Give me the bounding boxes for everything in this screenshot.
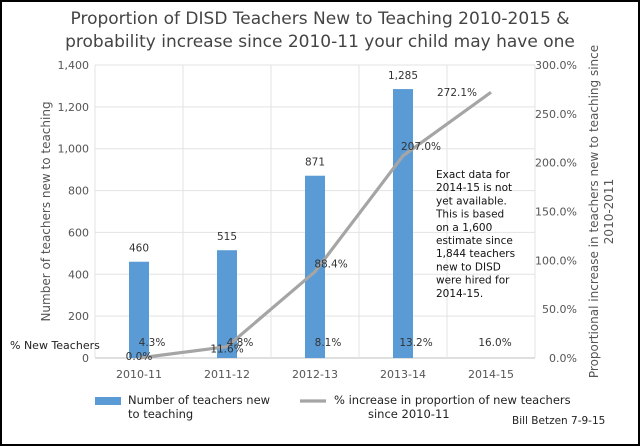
y-left-tick-label: 800 xyxy=(68,185,89,198)
title-line: Proportion of DISD Teachers New to Teach… xyxy=(71,9,570,29)
legend-bar-label: Number of teachers new xyxy=(128,393,270,407)
y-left-tick-label: 0 xyxy=(82,352,89,365)
annotation-line: were hired for xyxy=(436,275,510,287)
x-tick-label: 2010-11 xyxy=(116,368,162,381)
line-value-label: 0.0% xyxy=(126,351,153,363)
pct-new-teachers-value: 16.0% xyxy=(478,337,511,349)
annotation-line: 2014-15 is not xyxy=(436,182,512,194)
y-left-axis-label: Number of teachers new to teaching xyxy=(39,101,53,321)
y-axis-left-ticks: 0 200 400 600 800 1,000 1,200 1,400 xyxy=(58,59,90,365)
annotation-line: new to DISD xyxy=(436,261,501,273)
annotation-line: 1,844 teachers xyxy=(436,248,515,260)
chart-title: Proportion of DISD Teachers New to Teach… xyxy=(65,9,575,52)
data-labels: 460 515 871 1,285 0.0% 11.6% 88.4% 207.0% 272.1%… xyxy=(10,70,512,363)
pct-new-teachers-value: 13.2% xyxy=(399,337,432,349)
y-left-tick-label: 1,200 xyxy=(58,101,90,114)
x-tick-label: 2011-12 xyxy=(204,368,250,381)
line-value-label: 88.4% xyxy=(314,259,347,271)
pct-new-teachers-value: 4.8% xyxy=(227,337,254,349)
legend-line-label: % increase in proportion of new teachers xyxy=(334,393,571,407)
line-value-label: 207.0% xyxy=(401,141,441,153)
y-left-tick-label: 400 xyxy=(68,268,89,281)
line-series xyxy=(138,90,492,360)
y-axis-right-ticks: 0.0% 50.0% 100.0% 150.0% 200.0% 250.0% 300.0% xyxy=(535,59,577,365)
pct-new-teachers-value: 4.3% xyxy=(139,337,166,349)
x-tick-label: 2013-14 xyxy=(380,368,426,381)
annotation-line: This is based xyxy=(435,209,504,221)
annotation-line: 2014-15. xyxy=(436,288,483,300)
legend-line-label: since 2010-11 xyxy=(368,407,450,421)
legend-bar-label: to teaching xyxy=(128,407,193,421)
annotation-line: on a 1,600 xyxy=(436,222,492,234)
y-right-tick-label: 200.0% xyxy=(535,157,577,170)
legend-bar-swatch xyxy=(95,397,121,405)
bar xyxy=(129,261,149,358)
x-tick-label: 2014-15 xyxy=(468,368,514,381)
bar-value-label: 871 xyxy=(305,157,325,169)
line-value-label: 272.1% xyxy=(437,87,477,99)
y-right-tick-label: 300.0% xyxy=(535,59,577,72)
bar-value-label: 1,285 xyxy=(388,70,418,82)
y-right-tick-label: 100.0% xyxy=(535,254,577,267)
y-left-tick-label: 200 xyxy=(68,310,89,323)
bar-value-label: 515 xyxy=(217,231,237,243)
x-axis-ticks: 2010-11 2011-12 2012-13 2013-14 2014-15 xyxy=(116,368,514,381)
pct-new-teachers-label: % New Teachers xyxy=(10,339,100,352)
bar xyxy=(217,250,237,358)
annotation-line: estimate since xyxy=(436,235,513,247)
y-left-tick-label: 1,000 xyxy=(58,143,90,156)
y-right-axis-label: Proportional increase in teachers new to… xyxy=(587,45,601,378)
title-line: probability increase since 2010-11 your … xyxy=(65,32,575,52)
line-value-label: 11.6% xyxy=(210,344,243,356)
annotation-line: yet available. xyxy=(436,195,507,207)
bar-value-label: 460 xyxy=(129,243,149,255)
pct-new-teachers-value: 8.1% xyxy=(315,337,342,349)
credit-text: Bill Betzen 7-9-15 xyxy=(512,415,605,427)
bar xyxy=(305,175,325,358)
bar xyxy=(393,89,413,358)
y-left-tick-label: 600 xyxy=(68,226,89,239)
annotation-line: Exact data for xyxy=(436,169,511,181)
x-tick-label: 2012-13 xyxy=(292,368,338,381)
bar-series xyxy=(129,89,413,358)
y-right-tick-label: 0.0% xyxy=(549,352,577,365)
y-right-tick-label: 150.0% xyxy=(535,206,577,219)
y-left-tick-label: 1,400 xyxy=(58,59,90,72)
y-right-tick-label: 50.0% xyxy=(542,303,577,316)
y-right-tick-label: 250.0% xyxy=(535,108,577,121)
line-path xyxy=(138,90,492,360)
axis-labels: Number of teachers new to teaching Propor… xyxy=(39,45,616,378)
y-right-axis-label: 2010-2011 xyxy=(602,179,616,244)
